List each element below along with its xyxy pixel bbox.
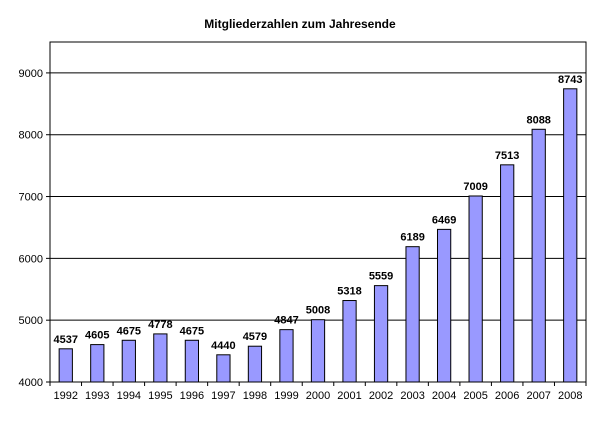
data-label-2004: 6469 <box>432 214 456 226</box>
bar-1992 <box>58 348 73 383</box>
data-label-1992: 4537 <box>54 334 78 346</box>
x-tick-label-1992: 1992 <box>54 390 78 402</box>
data-label-2001: 5318 <box>337 286 361 298</box>
y-tick-label: 8000 <box>19 130 43 142</box>
data-label-1994: 4675 <box>117 325 141 337</box>
data-label-2003: 6189 <box>400 232 424 244</box>
bar-1997 <box>216 354 231 383</box>
x-tick-label-1995: 1995 <box>148 390 172 402</box>
bar-2005 <box>468 195 483 383</box>
bar-2002 <box>373 285 389 383</box>
x-tick-label-1994: 1994 <box>117 390 141 402</box>
data-label-2000: 5008 <box>306 305 330 317</box>
bar-1999 <box>279 329 294 383</box>
y-tick-label: 6000 <box>19 253 43 265</box>
bar-2000 <box>310 319 326 383</box>
bar-1996 <box>184 339 200 383</box>
bar-1993 <box>90 344 105 383</box>
bar-2003 <box>405 246 420 383</box>
bar-2001 <box>342 300 357 383</box>
bar-2006 <box>500 164 515 383</box>
y-tick-label: 5000 <box>19 315 43 327</box>
data-label-2008: 8743 <box>558 74 582 86</box>
x-tick-label-1996: 1996 <box>180 390 204 402</box>
data-label-2007: 8088 <box>526 114 550 126</box>
data-label-1998: 4579 <box>243 331 267 343</box>
bar-1998 <box>247 345 263 383</box>
data-label-1997: 4440 <box>211 340 235 352</box>
data-label-2005: 7009 <box>463 181 487 193</box>
x-tick-label-2006: 2006 <box>495 390 519 402</box>
chart-title: Mitgliederzahlen zum Jahresende <box>204 17 396 31</box>
y-tick-label: 7000 <box>19 192 43 204</box>
bar-2004 <box>436 228 452 383</box>
bar-1995 <box>153 333 168 383</box>
x-tick-label-2007: 2007 <box>526 390 550 402</box>
x-tick-label-2004: 2004 <box>432 390 456 402</box>
bar-1994 <box>121 339 136 383</box>
x-tick-label-1999: 1999 <box>274 390 298 402</box>
y-tick-label: 9000 <box>19 68 43 80</box>
y-tick-label: 4000 <box>19 377 43 389</box>
bar-2007 <box>531 128 546 383</box>
bar-2008 <box>563 88 578 383</box>
x-tick-label-2005: 2005 <box>463 390 487 402</box>
data-label-2006: 7513 <box>495 150 519 162</box>
x-tick-label-1993: 1993 <box>85 390 109 402</box>
x-tick-label-2002: 2002 <box>369 390 393 402</box>
data-label-1993: 4605 <box>85 330 109 342</box>
x-tick-label-2001: 2001 <box>337 390 361 402</box>
x-tick-label-1997: 1997 <box>211 390 235 402</box>
x-tick-label-2008: 2008 <box>558 390 582 402</box>
data-label-2002: 5559 <box>369 271 393 283</box>
x-tick-label-2003: 2003 <box>400 390 424 402</box>
x-tick-label-2000: 2000 <box>306 390 330 402</box>
data-label-1999: 4847 <box>274 315 298 327</box>
data-label-1996: 4675 <box>180 325 204 337</box>
x-tick-label-1998: 1998 <box>243 390 267 402</box>
data-label-1995: 4778 <box>148 319 172 331</box>
